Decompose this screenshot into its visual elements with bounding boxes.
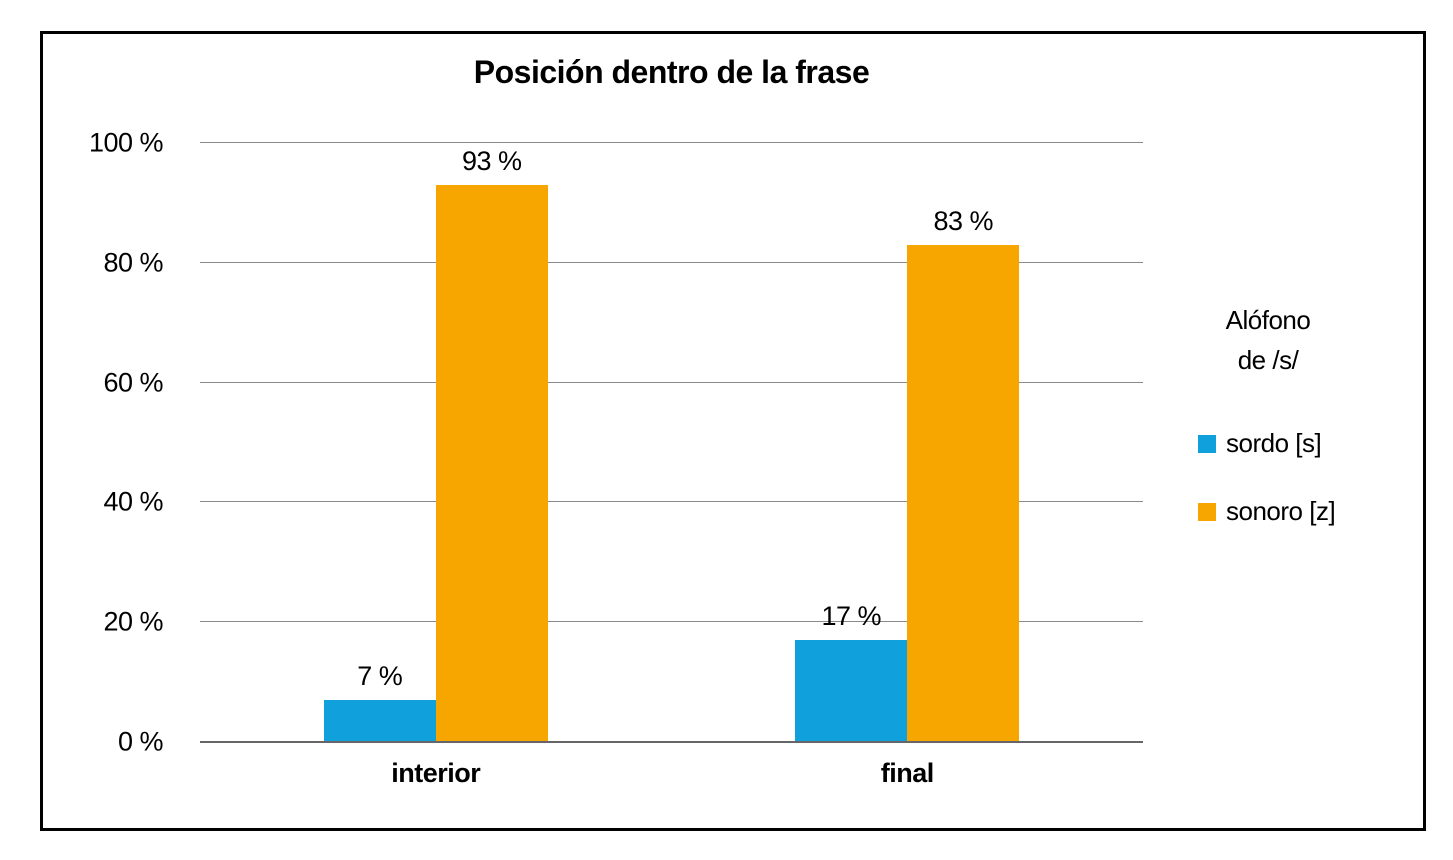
value-label-interior-sordo-s: 7 % (357, 661, 403, 692)
chart-frame: Posición dentro de la frase 7 % 93 % 17 % 8… (40, 31, 1426, 831)
gridline (200, 621, 1143, 623)
legend: Alófono de /s/ sordo [s] sonoro [z] (1193, 300, 1343, 527)
value-label-final-sordo-s: 17 % (821, 601, 882, 632)
bar-interior-sonoro-z (435, 184, 548, 742)
y-tick-label: 40 % (103, 486, 163, 517)
y-tick-label: 100 % (88, 127, 164, 158)
gridline (200, 381, 1143, 383)
axis-baseline (200, 741, 1143, 743)
legend-title-line2: de /s/ (1237, 345, 1299, 375)
legend-label-sordo-s: sordo [s] (1226, 428, 1322, 458)
category-label-interior: interior (391, 758, 481, 788)
plot-area: 7 % 93 % 17 % 83 % (200, 142, 1143, 743)
y-tick-label: 80 % (103, 247, 163, 278)
y-tick-label: 60 % (103, 367, 163, 398)
legend-title-line1: Alófono (1225, 305, 1311, 335)
y-tick-label: 0 % (117, 726, 164, 757)
value-label-final-sonoro-z: 83 % (933, 205, 994, 236)
legend-title: Alófono de /s/ (1193, 300, 1343, 380)
legend-label-sonoro-z: sonoro [z] (1226, 496, 1336, 526)
legend-item-sonoro-z: sonoro [z] (1198, 496, 1343, 527)
gridline (200, 501, 1143, 503)
chart-title: Posición dentro de la frase (473, 54, 870, 90)
category-label-final: final (880, 758, 935, 788)
legend-swatch-sordo-s (1198, 434, 1216, 453)
legend-item-sordo-s: sordo [s] (1198, 428, 1343, 459)
gridline (200, 261, 1143, 263)
legend-swatch-sonoro-z (1198, 502, 1216, 521)
y-tick-label: 20 % (103, 606, 163, 637)
bar-final-sonoro-z (907, 244, 1020, 742)
bar-interior-sordo-s (323, 700, 436, 742)
value-label-interior-sonoro-z: 93 % (461, 145, 522, 176)
legend-items: sordo [s] sonoro [z] (1193, 428, 1343, 527)
bar-final-sordo-s (795, 640, 908, 742)
gridline (200, 142, 1143, 143)
